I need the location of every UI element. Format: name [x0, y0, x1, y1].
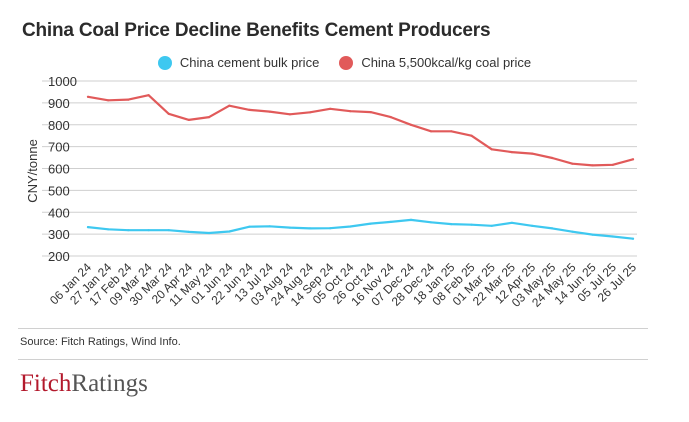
data-point-cement: [228, 230, 231, 233]
data-point-cement: [86, 226, 90, 229]
data-point-cement: [611, 235, 614, 238]
legend-coal-marker-icon: [339, 55, 354, 70]
line-chart: 1000900800700600500400300200CNY/tonne06 …: [25, 74, 639, 310]
data-point-coal: [531, 152, 534, 155]
legend-item-cement[interactable]: China cement bulk price: [157, 55, 320, 70]
data-point-coal: [611, 163, 614, 166]
data-point-cement: [631, 237, 635, 240]
data-point-cement: [551, 227, 554, 230]
data-point-cement: [167, 229, 170, 232]
data-point-coal: [389, 116, 392, 119]
data-point-cement: [107, 228, 110, 231]
data-point-cement: [571, 230, 574, 233]
data-point-coal: [430, 130, 433, 133]
y-axis-label: CNY/tonne: [25, 139, 40, 203]
data-point-coal: [86, 95, 90, 98]
y-tick-label: 1000: [48, 74, 77, 89]
data-point-coal: [591, 164, 594, 167]
data-point-coal: [490, 148, 493, 151]
y-tick-label: 800: [48, 118, 70, 133]
data-point-coal: [409, 123, 413, 126]
data-point-cement: [288, 226, 291, 229]
data-point-coal: [228, 104, 231, 107]
data-point-cement: [490, 224, 493, 227]
data-point-coal: [349, 110, 352, 113]
data-point-coal: [450, 130, 453, 133]
data-point-cement: [329, 227, 332, 230]
chart-legend: China cement bulk price China 5,500kcal/…: [0, 55, 689, 70]
series-line-cement: [86, 218, 635, 240]
y-tick-label: 600: [48, 162, 70, 177]
data-point-coal: [107, 99, 110, 102]
data-point-cement: [430, 221, 433, 224]
source-note: Source: Fitch Ratings, Wind Info.: [20, 336, 181, 348]
logo-ratings-text: Ratings: [71, 370, 148, 397]
y-tick-label: 700: [48, 140, 70, 155]
data-point-cement: [268, 225, 271, 228]
data-point-cement: [591, 233, 594, 236]
y-tick-label: 400: [48, 205, 70, 220]
y-tick-label: 200: [48, 249, 70, 264]
data-point-cement: [389, 220, 392, 223]
fitch-ratings-logo: Fitch Ratings: [20, 370, 148, 398]
data-point-cement: [531, 224, 534, 227]
data-point-cement: [248, 225, 251, 228]
data-point-coal: [248, 108, 251, 111]
data-point-cement: [147, 229, 150, 232]
data-point-cement: [510, 221, 513, 224]
legend-cement-marker-icon: [157, 55, 172, 70]
data-point-coal: [369, 111, 372, 114]
data-point-cement: [308, 227, 312, 230]
data-point-coal: [631, 158, 635, 161]
data-point-coal: [510, 151, 513, 154]
legend-label-coal: China 5,500kcal/kg coal price: [361, 55, 532, 70]
data-point-cement: [127, 229, 130, 232]
data-point-coal: [208, 116, 211, 119]
y-tick-label: 500: [48, 183, 70, 198]
data-point-cement: [349, 225, 352, 228]
logo-divider: [18, 359, 648, 360]
data-point-coal: [268, 110, 271, 113]
data-point-coal: [288, 113, 291, 116]
logo-fitch-text: Fitch: [20, 370, 72, 397]
legend-item-coal[interactable]: China 5,500kcal/kg coal price: [339, 55, 531, 70]
y-tick-label: 900: [48, 96, 70, 111]
data-point-coal: [308, 111, 312, 114]
data-point-cement: [369, 222, 372, 225]
data-point-coal: [551, 156, 554, 160]
data-point-cement: [187, 230, 190, 233]
data-point-coal: [329, 107, 332, 110]
data-point-coal: [167, 112, 170, 115]
data-point-coal: [187, 118, 190, 121]
data-point-cement: [450, 223, 453, 226]
data-point-coal: [470, 134, 473, 137]
data-point-coal: [571, 162, 574, 165]
data-point-cement: [208, 231, 211, 235]
chart-title: China Coal Price Decline Benefits Cement…: [22, 20, 491, 41]
series-line-coal: [86, 94, 635, 167]
y-tick-label: 300: [48, 227, 70, 242]
data-point-cement: [409, 218, 413, 221]
data-point-cement: [470, 223, 473, 226]
data-point-coal: [147, 94, 150, 97]
source-divider: [18, 328, 648, 329]
legend-label-cement: China cement bulk price: [179, 55, 320, 70]
data-point-coal: [127, 98, 130, 101]
